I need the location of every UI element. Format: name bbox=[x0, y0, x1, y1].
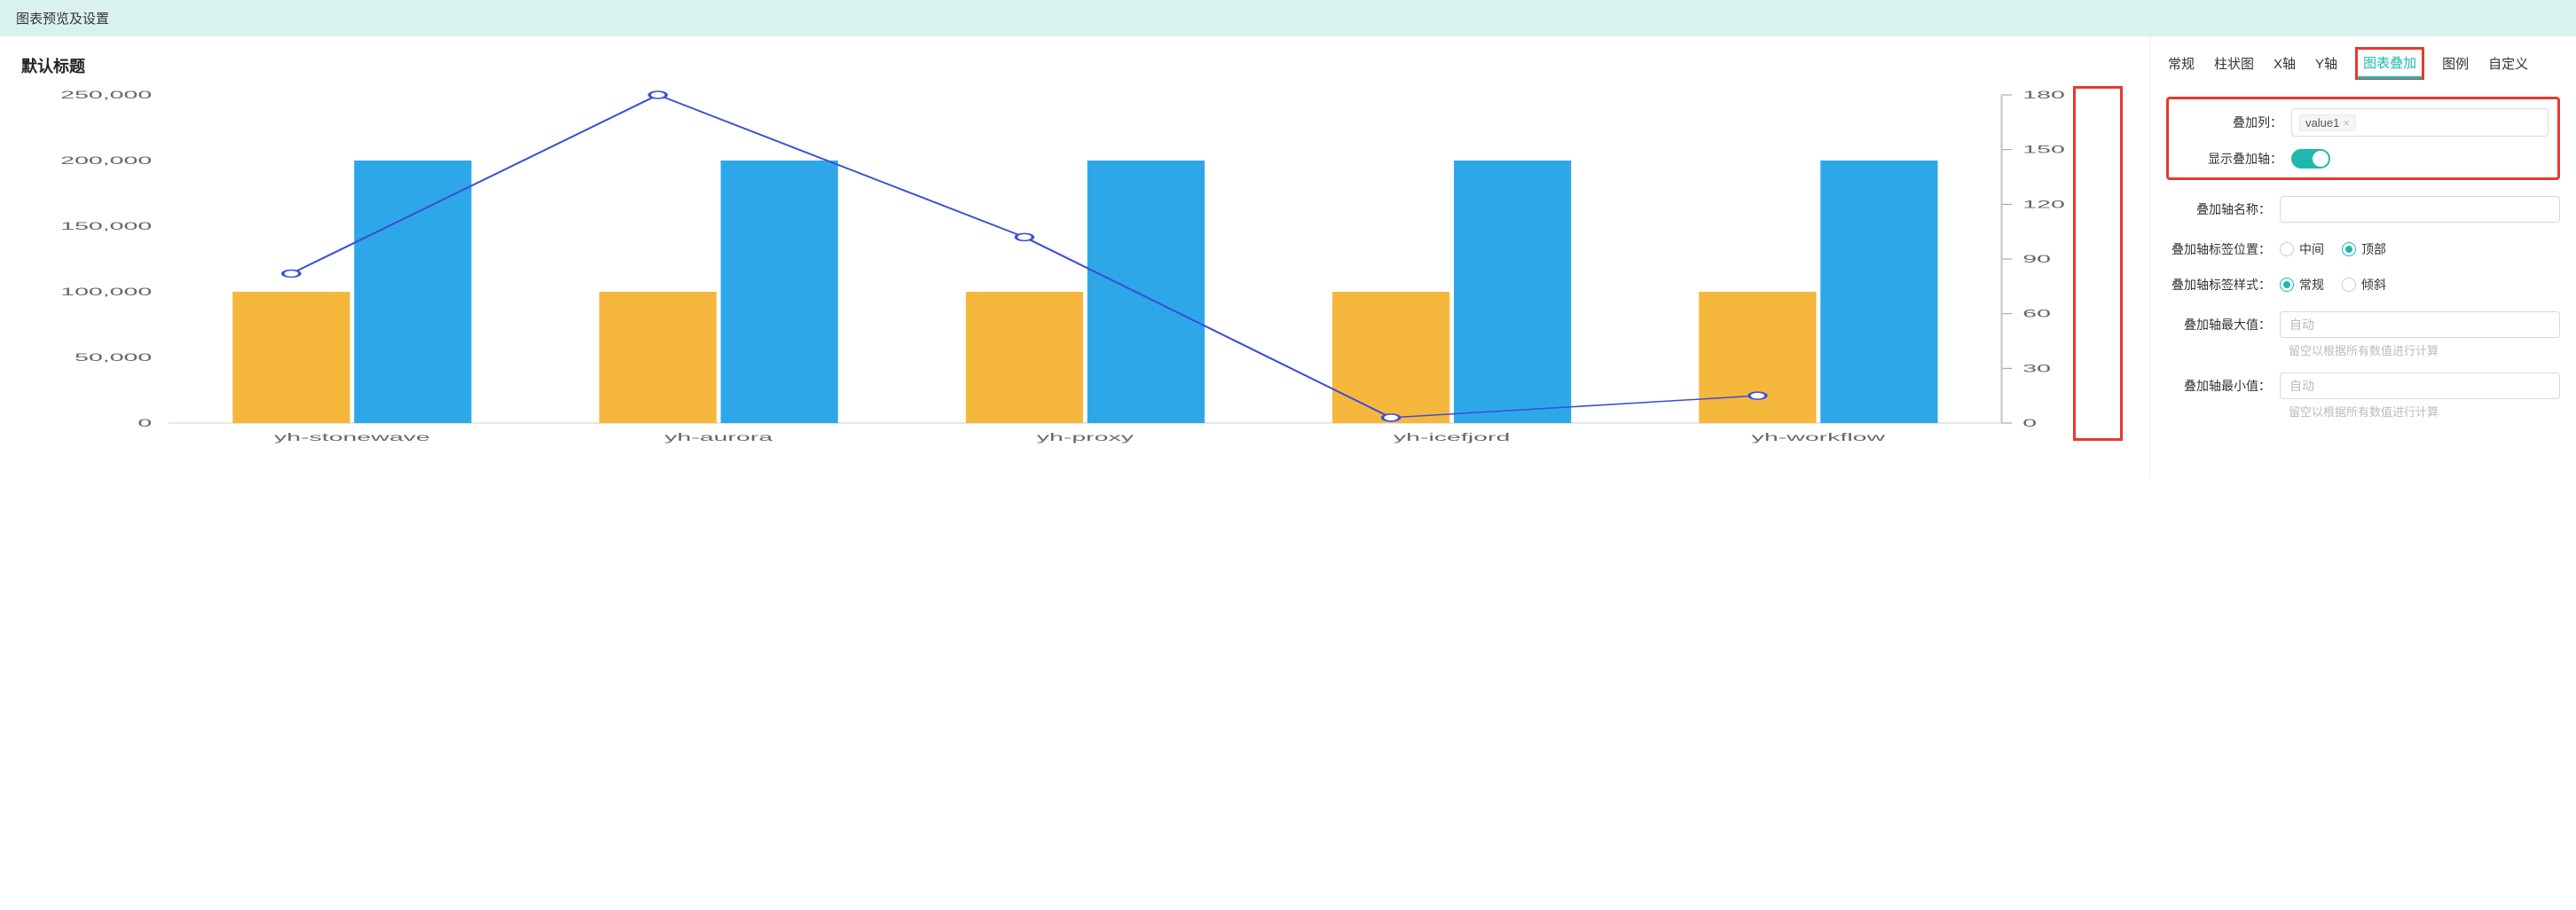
svg-text:30: 30 bbox=[2022, 362, 2051, 374]
svg-text:yh-stonewave: yh-stonewave bbox=[274, 431, 430, 443]
tab-general[interactable]: 常规 bbox=[2166, 47, 2196, 80]
label-overlay-column: 叠加列： bbox=[2178, 114, 2291, 131]
radio-position-top[interactable]: 顶部 bbox=[2342, 240, 2386, 258]
radio-position-middle[interactable]: 中间 bbox=[2280, 240, 2324, 258]
chart-panel: 默认标题 0 50,000 100,000 150,000 200,000 250,000… bbox=[0, 36, 2150, 476]
svg-text:90: 90 bbox=[2022, 253, 2051, 265]
radio-style-normal[interactable]: 常规 bbox=[2280, 276, 2324, 294]
overlay-settings-highlight: 叠加列： value1 × 显示叠加轴： bbox=[2166, 97, 2560, 180]
svg-text:60: 60 bbox=[2022, 308, 2051, 320]
label-axis-name: 叠加轴名称： bbox=[2166, 200, 2280, 218]
axis-min-input[interactable] bbox=[2280, 373, 2560, 399]
svg-text:120: 120 bbox=[2022, 198, 2065, 210]
svg-text:yh-workflow: yh-workflow bbox=[1752, 431, 1886, 443]
label-axis-min: 叠加轴最小值： bbox=[2166, 377, 2280, 395]
label-show-overlay-axis: 显示叠加轴： bbox=[2178, 150, 2291, 168]
svg-text:150,000: 150,000 bbox=[60, 220, 152, 232]
svg-text:yh-aurora: yh-aurora bbox=[664, 431, 774, 443]
svg-text:yh-icefjord: yh-icefjord bbox=[1394, 431, 1510, 443]
svg-text:180: 180 bbox=[2022, 89, 2065, 101]
tab-x-axis[interactable]: X轴 bbox=[2272, 47, 2297, 80]
row-axis-max: 叠加轴最大值： bbox=[2166, 311, 2560, 338]
help-axis-min: 留空以根据所有数值进行计算 bbox=[2289, 403, 2560, 420]
svg-text:150: 150 bbox=[2022, 144, 2065, 156]
tab-legend[interactable]: 图例 bbox=[2440, 47, 2470, 80]
row-axis-name: 叠加轴名称： bbox=[2166, 196, 2560, 223]
tab-y-axis[interactable]: Y轴 bbox=[2313, 47, 2339, 80]
svg-text:50,000: 50,000 bbox=[75, 351, 152, 364]
svg-text:200,000: 200,000 bbox=[60, 154, 152, 167]
row-overlay-column: 叠加列： value1 × bbox=[2178, 108, 2549, 137]
radio-circle-icon bbox=[2280, 242, 2294, 256]
tab-overlay[interactable]: 图表叠加 bbox=[2355, 47, 2424, 80]
main-container: 默认标题 0 50,000 100,000 150,000 200,000 250,000… bbox=[0, 36, 2576, 476]
radio-circle-icon bbox=[2342, 242, 2356, 256]
tab-bar[interactable]: 柱状图 bbox=[2212, 47, 2256, 80]
remove-tag-icon[interactable]: × bbox=[2343, 116, 2350, 129]
radio-circle-icon bbox=[2342, 278, 2356, 292]
overlay-column-tag: value1 × bbox=[2299, 114, 2356, 131]
axis-max-input[interactable] bbox=[2280, 311, 2560, 338]
show-overlay-axis-toggle[interactable] bbox=[2291, 149, 2330, 169]
radio-style-italic[interactable]: 倾斜 bbox=[2342, 276, 2386, 294]
radio-circle-icon bbox=[2280, 278, 2294, 292]
row-label-style: 叠加轴标签样式： 常规 倾斜 bbox=[2166, 276, 2560, 294]
row-axis-min: 叠加轴最小值： bbox=[2166, 373, 2560, 399]
help-axis-max: 留空以根据所有数值进行计算 bbox=[2289, 341, 2560, 358]
overlay-column-input[interactable]: value1 × bbox=[2291, 108, 2549, 137]
svg-text:0: 0 bbox=[2022, 417, 2037, 429]
label-label-style: 叠加轴标签样式： bbox=[2166, 276, 2280, 294]
label-axis-max: 叠加轴最大值： bbox=[2166, 316, 2280, 333]
chart-svg: 0 50,000 100,000 150,000 200,000 250,000 0 30 60… bbox=[21, 86, 2128, 459]
settings-panel: 常规 柱状图 X轴 Y轴 图表叠加 图例 自定义 叠加列： value1 × bbox=[2150, 36, 2576, 476]
chart-title: 默认标题 bbox=[21, 54, 2128, 77]
row-show-overlay-axis: 显示叠加轴： bbox=[2178, 149, 2549, 169]
panel-title: 图表预览及设置 bbox=[16, 12, 109, 27]
axis-name-input[interactable] bbox=[2280, 196, 2560, 223]
svg-text:0: 0 bbox=[137, 417, 152, 429]
tab-custom[interactable]: 自定义 bbox=[2486, 47, 2530, 80]
chart-area: 0 50,000 100,000 150,000 200,000 250,000 0 30 60… bbox=[21, 86, 2128, 459]
tabs: 常规 柱状图 X轴 Y轴 图表叠加 图例 自定义 bbox=[2166, 47, 2560, 81]
svg-text:250,000: 250,000 bbox=[60, 89, 152, 101]
row-label-position: 叠加轴标签位置： 中间 顶部 bbox=[2166, 240, 2560, 258]
svg-text:yh-proxy: yh-proxy bbox=[1037, 431, 1134, 443]
panel-header: 图表预览及设置 bbox=[0, 0, 2576, 36]
label-label-position: 叠加轴标签位置： bbox=[2166, 240, 2280, 258]
svg-text:100,000: 100,000 bbox=[60, 286, 152, 298]
